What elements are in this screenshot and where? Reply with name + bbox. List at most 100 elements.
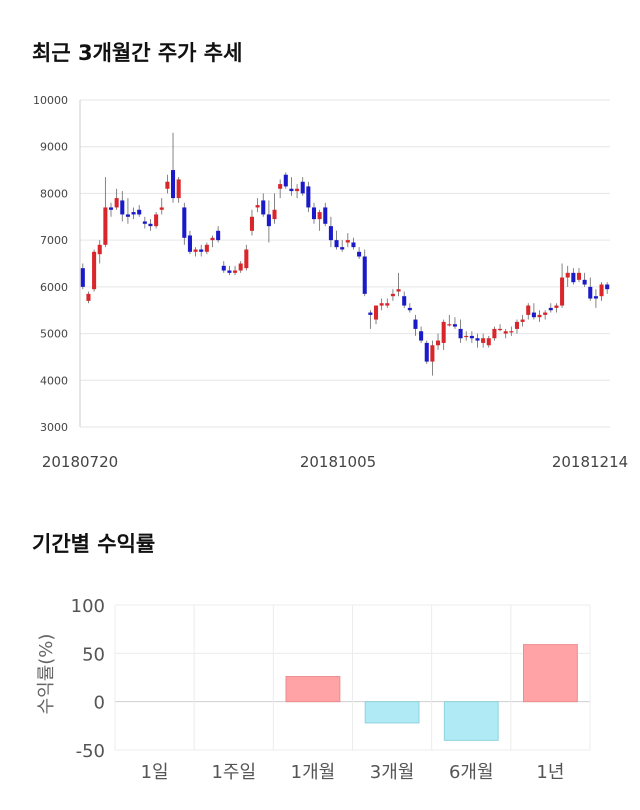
candle — [323, 202, 328, 227]
candle-body — [125, 214, 130, 217]
candle — [373, 305, 379, 325]
x-tick-label: 3개월 — [370, 762, 415, 783]
candle-body — [255, 205, 260, 208]
candle-body — [571, 272, 576, 283]
candle-body — [80, 268, 85, 287]
candle — [289, 177, 294, 196]
candle-body — [176, 179, 181, 199]
candle — [187, 230, 192, 255]
candle — [92, 249, 97, 292]
candle — [576, 268, 582, 283]
candle-body — [413, 319, 418, 329]
candle-body — [311, 207, 317, 220]
candle-body — [131, 212, 136, 215]
candle-body — [86, 293, 91, 301]
candle — [131, 207, 136, 220]
candle-body — [295, 188, 300, 192]
candle — [543, 310, 548, 320]
candle — [300, 177, 305, 196]
candle-body — [103, 207, 108, 245]
candle-body — [419, 331, 424, 341]
candle-body — [340, 247, 345, 250]
period-returns-title: 기간별 수익률 — [32, 532, 156, 556]
x-tick-label: 20181005 — [300, 453, 376, 471]
candle-body — [486, 338, 491, 346]
candle — [582, 272, 587, 287]
candle-body — [537, 314, 542, 318]
candle-body — [509, 331, 514, 333]
candle-body — [379, 303, 384, 306]
candle-body — [560, 277, 565, 306]
candle — [171, 132, 176, 203]
candle-body — [385, 303, 390, 306]
candle-body — [97, 244, 102, 255]
candle — [255, 198, 260, 213]
candle — [605, 282, 610, 294]
candle — [514, 319, 519, 334]
candle-body — [278, 184, 283, 189]
candle — [306, 181, 311, 213]
candle — [317, 209, 322, 231]
candle-body — [323, 207, 328, 224]
candle — [340, 240, 345, 252]
candle — [261, 193, 266, 217]
return-bar — [364, 701, 420, 724]
candle — [159, 198, 164, 215]
candle — [351, 237, 356, 250]
candle — [565, 265, 570, 287]
candle — [193, 247, 198, 257]
candle — [137, 205, 142, 217]
candle — [227, 265, 232, 276]
candle-body — [92, 251, 97, 290]
candle — [430, 340, 435, 376]
return-bar — [443, 701, 499, 741]
candle — [588, 277, 593, 301]
candle — [436, 333, 441, 350]
candle-body — [306, 186, 311, 208]
candle — [560, 263, 565, 308]
candle-body — [233, 270, 238, 273]
candle-body — [588, 286, 593, 299]
candle-body — [396, 289, 401, 292]
candle-body — [492, 328, 497, 339]
candle-body — [390, 293, 395, 297]
candle — [452, 317, 457, 329]
candle-body — [317, 212, 322, 220]
candle — [272, 193, 277, 224]
candle — [385, 298, 390, 308]
candle-body — [464, 335, 469, 338]
candle — [357, 247, 362, 259]
candle-body — [452, 324, 457, 327]
candle-body — [249, 216, 254, 231]
x-tick-label: 20180720 — [42, 453, 118, 471]
candle-body — [526, 305, 531, 315]
y-tick-label: 10000 — [33, 94, 68, 107]
candle — [498, 324, 503, 332]
candle-body — [261, 200, 266, 215]
candle-body — [351, 242, 356, 248]
y-tick-label: 5000 — [40, 328, 68, 341]
candle-body — [165, 181, 170, 189]
candle — [520, 314, 525, 327]
candle — [311, 202, 317, 224]
candle-body — [368, 312, 373, 315]
candle — [571, 268, 576, 285]
candle-body — [199, 249, 204, 252]
y-tick-label: 6000 — [40, 281, 68, 294]
candle — [120, 191, 125, 222]
return-bar — [523, 644, 578, 703]
candle-body — [283, 174, 288, 187]
candle — [424, 340, 429, 364]
candle-body — [565, 272, 570, 278]
candle-body — [543, 312, 548, 315]
candle — [481, 333, 486, 348]
price-trend-title: 최근 3개월간 주가 추세 — [32, 41, 243, 65]
candle-body — [458, 328, 463, 339]
candle — [283, 172, 288, 189]
candle — [221, 261, 226, 273]
candle-body — [210, 237, 215, 241]
candle — [125, 198, 130, 224]
candle — [216, 226, 221, 243]
candle — [199, 244, 204, 257]
candle — [266, 200, 271, 243]
